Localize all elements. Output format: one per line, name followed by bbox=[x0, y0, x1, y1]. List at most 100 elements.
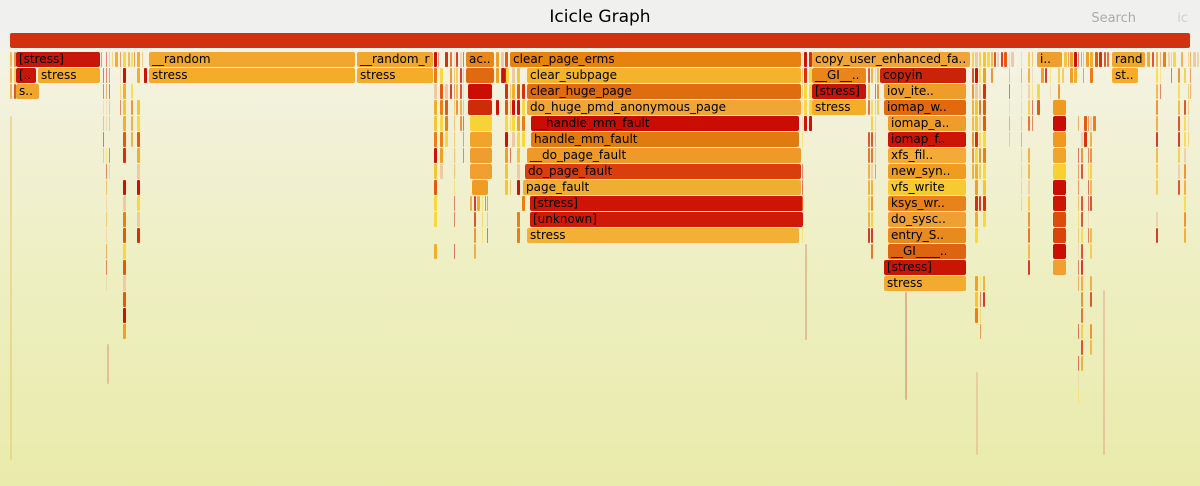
frame[interactable] bbox=[445, 116, 448, 131]
frame[interactable] bbox=[983, 164, 986, 179]
frame-do_sysc[interactable]: do_sysc.. bbox=[888, 212, 966, 227]
frame[interactable] bbox=[470, 132, 492, 147]
frame[interactable] bbox=[485, 196, 486, 211]
frame[interactable] bbox=[510, 148, 511, 163]
frame[interactable] bbox=[1078, 196, 1079, 211]
frame[interactable] bbox=[802, 68, 803, 83]
frame-stress[interactable]: [stress] bbox=[16, 52, 100, 67]
frame-ac[interactable]: ac.. bbox=[466, 52, 494, 67]
frame[interactable] bbox=[1081, 340, 1083, 355]
frame[interactable] bbox=[474, 212, 476, 227]
frame[interactable] bbox=[1190, 68, 1191, 83]
frame-vfs_write[interactable]: vfs_write bbox=[888, 180, 966, 195]
frame[interactable] bbox=[103, 132, 104, 147]
frame[interactable] bbox=[1090, 228, 1092, 243]
frame[interactable] bbox=[123, 324, 126, 339]
frame[interactable] bbox=[1156, 100, 1158, 115]
frame[interactable] bbox=[1088, 228, 1089, 243]
frame-iomap_f[interactable]: iomap_f.. bbox=[888, 132, 966, 147]
frame[interactable] bbox=[510, 100, 511, 115]
frame[interactable] bbox=[460, 84, 462, 99]
frame[interactable] bbox=[109, 164, 110, 179]
frame[interactable] bbox=[463, 68, 464, 83]
frame[interactable] bbox=[1028, 260, 1030, 275]
frame[interactable] bbox=[144, 68, 147, 83]
frame[interactable] bbox=[468, 84, 492, 99]
frame[interactable] bbox=[123, 116, 126, 131]
frame[interactable] bbox=[456, 84, 458, 99]
frame[interactable] bbox=[972, 100, 974, 115]
frame[interactable] bbox=[131, 132, 133, 147]
frame[interactable] bbox=[1045, 68, 1047, 83]
frame[interactable] bbox=[975, 196, 978, 211]
frame[interactable] bbox=[868, 68, 870, 83]
frame[interactable] bbox=[109, 116, 110, 131]
frame[interactable] bbox=[1147, 52, 1150, 67]
frame[interactable] bbox=[463, 100, 464, 115]
frame[interactable] bbox=[1083, 68, 1084, 83]
frame[interactable] bbox=[1021, 100, 1022, 115]
frame[interactable] bbox=[505, 100, 508, 115]
frame[interactable] bbox=[434, 164, 437, 179]
frame[interactable] bbox=[1190, 84, 1191, 99]
frame-stress[interactable]: stress bbox=[149, 68, 355, 83]
frame[interactable] bbox=[482, 212, 483, 227]
frame[interactable] bbox=[106, 84, 107, 99]
frame[interactable] bbox=[979, 132, 981, 147]
frame[interactable] bbox=[1088, 164, 1089, 179]
frame[interactable] bbox=[875, 116, 876, 131]
frame[interactable] bbox=[522, 100, 525, 115]
frame[interactable] bbox=[1081, 164, 1083, 179]
frame-unknown[interactable]: [unknown] bbox=[530, 212, 803, 227]
frame[interactable] bbox=[1004, 52, 1007, 67]
frame[interactable] bbox=[1078, 228, 1079, 243]
frame[interactable] bbox=[512, 116, 515, 131]
frame[interactable] bbox=[517, 212, 520, 227]
frame[interactable] bbox=[434, 196, 437, 211]
frame-do_page_fault[interactable]: do_page_fault bbox=[525, 164, 801, 179]
frame[interactable] bbox=[1078, 260, 1079, 275]
frame[interactable] bbox=[1088, 196, 1089, 211]
frame[interactable] bbox=[454, 100, 455, 115]
frame[interactable] bbox=[137, 68, 140, 83]
frame[interactable] bbox=[1081, 260, 1083, 275]
frame[interactable] bbox=[106, 276, 107, 291]
frame-stress[interactable]: [stress] bbox=[530, 196, 803, 211]
frame[interactable] bbox=[1053, 148, 1066, 163]
frame[interactable] bbox=[522, 196, 525, 211]
frame[interactable] bbox=[1184, 68, 1186, 83]
frame[interactable] bbox=[868, 212, 870, 227]
frame[interactable] bbox=[123, 292, 126, 307]
frame[interactable] bbox=[109, 68, 110, 83]
frame-copy_user_enhanced_fa[interactable]: copy_user_enhanced_fa.. bbox=[812, 52, 970, 67]
frame[interactable] bbox=[1188, 52, 1189, 67]
frame[interactable] bbox=[868, 228, 870, 243]
frame-clear_page_erms[interactable]: clear_page_erms bbox=[510, 52, 801, 67]
frame[interactable] bbox=[460, 52, 462, 67]
frame[interactable] bbox=[450, 68, 452, 83]
frame[interactable] bbox=[517, 180, 520, 195]
frame[interactable] bbox=[1053, 116, 1066, 131]
frame[interactable] bbox=[128, 52, 130, 67]
frame[interactable] bbox=[477, 196, 480, 211]
frame[interactable] bbox=[1028, 164, 1030, 179]
frame[interactable] bbox=[120, 100, 121, 115]
frame[interactable] bbox=[1070, 52, 1073, 67]
frame[interactable] bbox=[456, 52, 458, 67]
frame-__gi__[interactable]: __GI__.. bbox=[812, 68, 866, 83]
frame[interactable] bbox=[802, 84, 803, 99]
frame[interactable] bbox=[983, 292, 985, 307]
frame[interactable] bbox=[1028, 196, 1030, 211]
frame-s[interactable]: s.. bbox=[16, 84, 39, 99]
frame[interactable] bbox=[802, 116, 803, 131]
frame-clear_subpage[interactable]: clear_subpage bbox=[527, 68, 801, 83]
frame[interactable] bbox=[517, 68, 520, 83]
frame[interactable] bbox=[871, 212, 873, 227]
frame[interactable] bbox=[137, 100, 140, 115]
frame[interactable] bbox=[1053, 212, 1066, 227]
frame[interactable] bbox=[809, 116, 812, 131]
frame[interactable] bbox=[463, 148, 464, 163]
frame[interactable] bbox=[975, 212, 978, 227]
frame[interactable] bbox=[1193, 52, 1196, 67]
frame-handle_mm_fault[interactable]: handle_mm_fault bbox=[531, 132, 799, 147]
